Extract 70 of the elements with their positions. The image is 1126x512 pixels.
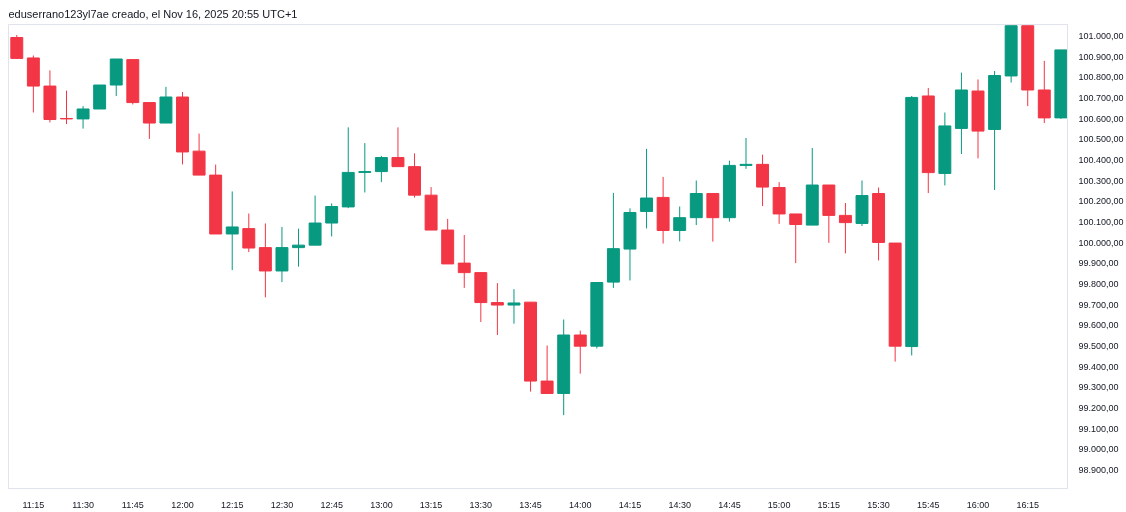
candlestick <box>374 155 388 183</box>
x-tick-label: 14:30 <box>668 499 691 510</box>
x-tick-label: 11:15 <box>22 499 45 510</box>
candlestick <box>673 206 687 242</box>
candlestick <box>242 213 256 253</box>
candlestick <box>507 288 521 325</box>
x-tick-label: 12:00 <box>171 499 194 510</box>
y-tick-label: 99.100,00 <box>1078 423 1119 434</box>
candlestick <box>490 282 504 336</box>
x-tick-label: 11:45 <box>121 499 144 510</box>
chart-title: eduserrano123yl7ae creado, el Nov 16, 2025 20:55 UTC+1 <box>8 7 298 20</box>
y-tick-label: 99.400,00 <box>1078 361 1119 372</box>
y-tick-label: 100.700,00 <box>1078 93 1124 104</box>
candlestick <box>457 234 471 289</box>
candlestick <box>358 142 372 193</box>
y-tick-label: 99.200,00 <box>1078 402 1119 413</box>
y-tick-label: 100.900,00 <box>1078 51 1124 62</box>
candlestick <box>739 137 753 170</box>
y-tick-label: 100.200,00 <box>1078 196 1124 207</box>
x-tick-label: 13:15 <box>419 499 443 510</box>
candlestick <box>308 195 322 246</box>
x-tick-label: 15:45 <box>917 499 940 510</box>
candlestick <box>60 90 73 125</box>
x-tick-label: 14:45 <box>718 499 741 510</box>
x-tick-label: 13:30 <box>469 499 493 510</box>
candlestick <box>756 154 770 207</box>
candlestick <box>93 84 107 110</box>
candlestick <box>573 330 587 375</box>
x-tick-label: 16:15 <box>1016 499 1039 510</box>
x-tick-label: 14:00 <box>569 499 592 510</box>
y-tick-label: 100.600,00 <box>1078 113 1124 124</box>
x-tick-label: 14:15 <box>618 499 642 510</box>
candlestick <box>640 148 654 229</box>
x-tick-label: 15:15 <box>817 499 841 510</box>
candlestick <box>540 345 554 394</box>
y-tick-label: 99.300,00 <box>1078 382 1119 393</box>
candlestick <box>275 226 289 283</box>
y-tick-label: 101.000,00 <box>1078 31 1124 42</box>
y-tick-label: 99.600,00 <box>1078 320 1119 331</box>
candlestick <box>192 133 206 176</box>
x-tick-label: 13:45 <box>519 499 542 510</box>
y-tick-label: 100.300,00 <box>1078 175 1124 186</box>
y-tick-label: 99.000,00 <box>1078 444 1119 455</box>
x-tick-label: 15:30 <box>867 499 890 510</box>
candlestick <box>292 228 305 268</box>
y-tick-label: 100.100,00 <box>1078 217 1124 227</box>
x-tick-label: 12:15 <box>220 499 244 510</box>
candlestick <box>225 190 239 271</box>
x-tick-label: 11:30 <box>72 499 95 510</box>
y-tick-label: 98.900,00 <box>1078 464 1119 475</box>
candlestick <box>142 102 156 140</box>
y-tick-label: 100.400,00 <box>1078 155 1124 166</box>
y-tick-label: 99.700,00 <box>1078 299 1119 310</box>
candlestick <box>258 222 272 298</box>
x-tick-label: 15:00 <box>767 499 791 510</box>
candlestick <box>789 213 803 264</box>
candlestick <box>325 202 339 237</box>
candlestick <box>76 105 90 130</box>
x-tick-label: 16:00 <box>966 499 990 510</box>
y-tick-label: 100.000,00 <box>1078 237 1124 248</box>
y-tick-label: 99.500,00 <box>1078 340 1119 351</box>
y-tick-label: 99.800,00 <box>1078 278 1119 289</box>
candlestick <box>838 202 852 254</box>
y-tick-label: 100.500,00 <box>1078 134 1124 145</box>
x-tick-label: 12:45 <box>320 499 343 510</box>
x-tick-label: 12:30 <box>270 499 294 510</box>
y-tick-label: 99.900,00 <box>1078 258 1119 269</box>
candlestick <box>391 126 405 168</box>
y-tick-label: 100.800,00 <box>1078 72 1124 83</box>
x-tick-label: 13:00 <box>370 499 393 510</box>
